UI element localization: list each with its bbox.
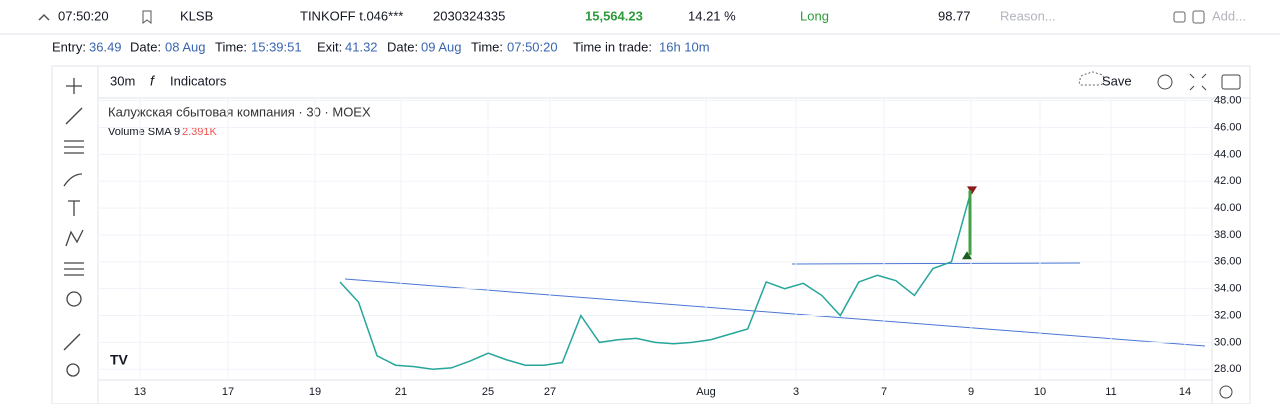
score: 98.77	[938, 8, 971, 23]
reason-input[interactable]: Reason...	[1000, 8, 1056, 23]
settings-icon[interactable]	[1157, 74, 1173, 90]
bookmark-icon[interactable]	[142, 10, 152, 24]
interval-button[interactable]: 30m	[110, 73, 135, 88]
chart-title: Калужская сбытовая компания · 30 · MOEX	[108, 104, 371, 119]
trade-exit-date: 09 Aug	[421, 39, 462, 54]
x-tick-label: 13	[134, 386, 146, 398]
collapse-icon[interactable]	[38, 13, 50, 21]
x-tick-label: 25	[482, 386, 494, 398]
y-tick-label: 32.00	[1214, 309, 1242, 321]
y-tick-label: 36.00	[1214, 256, 1242, 268]
trade-exit-date-label: Date:	[387, 39, 418, 54]
cloud-icon[interactable]	[1078, 71, 1105, 86]
trade-duration-label: Time in trade:	[573, 39, 652, 54]
drawing-tools[interactable]	[63, 78, 84, 377]
volume-label: Volume SMA 9	[108, 126, 180, 138]
y-tick-label: 48.00	[1214, 95, 1242, 107]
trade-exit: 41.32	[345, 39, 378, 54]
x-tick-label: 19	[309, 386, 321, 398]
x-tick-label: Aug	[696, 386, 716, 398]
trade-entry-time-label: Time:	[215, 39, 247, 54]
y-tick-label: 40.00	[1214, 202, 1242, 214]
exit-marker	[967, 186, 977, 195]
trend-line	[791, 262, 1081, 265]
y-tick-label: 42.00	[1214, 175, 1242, 187]
x-tick-label: 3	[793, 386, 799, 398]
x-tick-label: 10	[1034, 386, 1046, 398]
x-tick-label: 27	[544, 386, 556, 398]
save-icon[interactable]	[1192, 10, 1205, 24]
camera-icon[interactable]	[1173, 11, 1186, 23]
account: TINKOFF t.046***	[300, 8, 403, 23]
trade-entry: 36.49	[89, 39, 122, 54]
side: Long	[800, 8, 829, 23]
trade-entry-label: Entry:	[52, 39, 86, 54]
trade-duration: 16h 10m	[659, 39, 710, 54]
entry-marker	[962, 251, 972, 260]
y-tick-label: 46.00	[1214, 121, 1242, 133]
x-tick-label: 21	[395, 386, 407, 398]
y-tick-label: 44.00	[1214, 148, 1242, 160]
trade-entry-time: 15:39:51	[251, 39, 302, 54]
save-button[interactable]: Save	[1102, 73, 1132, 88]
y-tick-label: 38.00	[1214, 229, 1242, 241]
trade-exit-time: 07:50:20	[507, 39, 558, 54]
x-tick-label: 14	[1179, 386, 1191, 398]
time: 07:50:20	[58, 8, 109, 23]
ticker: KLSB	[180, 8, 213, 23]
fullscreen-icon[interactable]	[1189, 73, 1207, 91]
add-input[interactable]: Add...	[1212, 8, 1246, 23]
percent: 14.21 %	[688, 8, 736, 23]
trade-exit-label: Exit:	[317, 39, 342, 54]
y-tick-label: 34.00	[1214, 283, 1242, 295]
x-tick-label: 11	[1105, 386, 1116, 398]
x-tick-label: 7	[881, 386, 887, 398]
trade-entry-date-label: Date:	[130, 39, 161, 54]
y-tick-label: 30.00	[1214, 336, 1242, 348]
fx-icon: f	[150, 73, 156, 89]
trade-exit-time-label: Time:	[471, 39, 503, 54]
order-id: 2030324335	[433, 8, 505, 23]
snapshot-icon[interactable]	[1221, 74, 1241, 90]
volume-value: 2.391K	[182, 126, 218, 138]
y-tick-label: 28.00	[1214, 363, 1242, 375]
axis-settings-icon[interactable]	[1219, 385, 1233, 399]
trade-entry-date: 08 Aug	[165, 39, 206, 54]
indicators-button[interactable]: Indicators	[170, 73, 227, 88]
x-tick-label: 17	[222, 386, 234, 398]
amount: 15,564.23	[585, 8, 643, 23]
price-line	[339, 194, 971, 371]
tv-logo: TV	[110, 352, 129, 368]
x-tick-label: 9	[968, 386, 974, 398]
